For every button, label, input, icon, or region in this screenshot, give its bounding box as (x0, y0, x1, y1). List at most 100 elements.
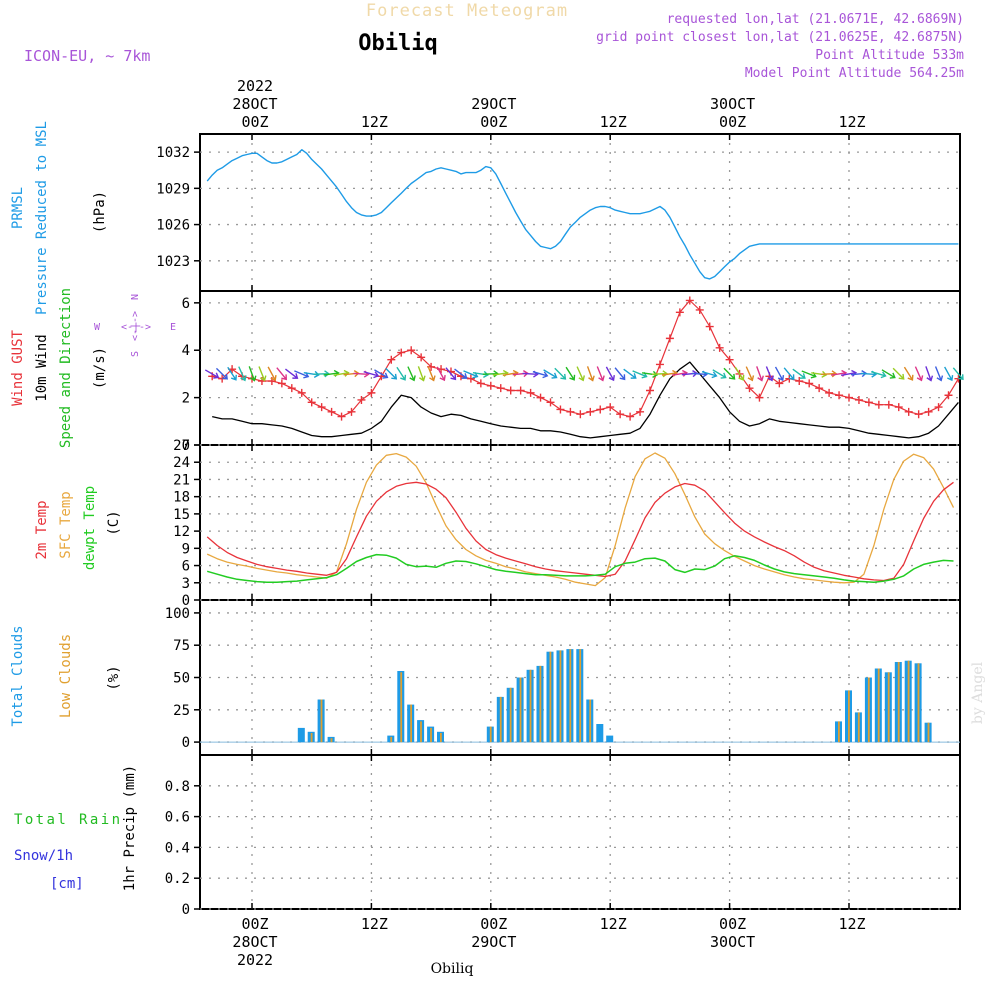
low-cloud-bar (320, 699, 323, 743)
gust-marker (655, 360, 664, 369)
direction-arrow (623, 368, 637, 379)
time-label-top: 29OCT (471, 95, 516, 113)
sfc-temp-line (206, 452, 955, 587)
direction-arrow-stroke (952, 367, 964, 381)
direction-arrow-stroke (892, 367, 905, 380)
snow-label: Snow/1h (14, 848, 73, 864)
pressure-panel-frame (199, 133, 961, 292)
gust-marker (755, 393, 764, 402)
direction-arrow (215, 367, 228, 380)
direction-arrow (671, 369, 688, 377)
direction-arrow (285, 368, 299, 379)
wind-unit: (m/s) (92, 347, 108, 389)
y-tick-label: 50 (173, 671, 190, 687)
gust-marker (715, 343, 724, 352)
wind-panel-frame (199, 290, 961, 446)
low-cloud-bar (420, 721, 422, 743)
direction-arrow (723, 367, 736, 380)
direction-arrow (238, 366, 247, 382)
gust-marker (845, 393, 853, 402)
y-tick-label: 0.6 (165, 810, 190, 826)
direction-arrow (756, 366, 764, 382)
direction-arrow-stroke (436, 366, 446, 382)
direction-arrow (765, 366, 774, 382)
direction-arrow-stroke (276, 367, 287, 381)
compass-arrow-vertical: <-|-> (130, 311, 141, 341)
y-tick-label: 1032 (156, 145, 190, 161)
direction-arrow-stroke (576, 366, 585, 382)
direction-arrow (903, 366, 914, 381)
time-label-top: 00Z (241, 113, 268, 131)
gust-marker (566, 407, 575, 416)
direction-arrow (701, 371, 718, 379)
gust-marker (476, 379, 485, 388)
direction-arrow-stroke (374, 369, 389, 379)
low-cloud-bar (559, 650, 562, 743)
direction-arrow-stroke (745, 366, 755, 382)
time-label-bottom: 2022 (237, 951, 273, 969)
gust-marker (874, 400, 883, 409)
time-label-bottom: 00Z (480, 915, 507, 933)
gust-line (212, 299, 959, 418)
low-cloud-bar (589, 699, 592, 743)
time-label-top: 28OCT (232, 95, 277, 113)
gust-marker (357, 395, 366, 404)
gust-marker (317, 403, 326, 412)
low-cloud-bar (907, 660, 910, 743)
direction-arrow-stroke (723, 367, 736, 380)
gust-marker (327, 407, 336, 416)
direction-label: Speed and Direction (58, 288, 74, 448)
low-cloud-bar (917, 663, 920, 743)
gust-marker (556, 405, 565, 414)
gust-marker (835, 391, 844, 400)
direction-arrow (944, 366, 954, 382)
gust-marker (825, 388, 834, 397)
y-tick-label: 75 (173, 638, 190, 654)
gust-marker (596, 405, 605, 414)
y-tick-label: 0 (182, 593, 190, 609)
direction-arrow-stroke (445, 367, 457, 381)
time-label-bottom: 12Z (838, 915, 865, 933)
compass-w: W (94, 322, 101, 333)
y-tick-label: 18 (173, 490, 190, 506)
direction-arrow (248, 366, 257, 382)
gust-marker (287, 384, 296, 393)
low-cloud-bar (927, 722, 930, 743)
direction-arrow (925, 366, 934, 382)
gust-marker (536, 393, 545, 402)
requested-coords: requested lon,lat (21.0671E, 42.6869N) (667, 12, 964, 27)
gust-marker (367, 388, 376, 397)
snow-unit-label: [cm] (50, 876, 84, 892)
direction-arrow (565, 366, 576, 381)
gust-marker (277, 379, 286, 388)
direction-arrow (881, 369, 896, 379)
direction-arrow-stroke (623, 368, 637, 379)
direction-arrow (363, 371, 380, 379)
direction-arrow-stroke (914, 366, 924, 382)
direction-arrow-stroke (227, 366, 237, 381)
direction-arrow-stroke (881, 369, 896, 379)
direction-arrow (204, 369, 220, 379)
low-cloud-bar (897, 662, 900, 743)
gust-label: Wind GUST (10, 330, 26, 406)
clouds-unit: (%) (106, 665, 122, 690)
low-cloud-bar (848, 690, 850, 743)
y-tick-label: 1029 (156, 181, 190, 197)
gust-marker (546, 398, 555, 407)
gust-marker (626, 412, 635, 421)
direction-arrow (417, 366, 426, 382)
gust-marker (397, 348, 406, 357)
y-tick-label: 27 (173, 438, 190, 454)
direction-arrow-stroke (783, 367, 795, 381)
direction-arrow-stroke (712, 369, 727, 379)
direction-arrow-stroke (385, 367, 398, 380)
low-cloud-bar (390, 736, 393, 743)
total-cloud-bar (596, 724, 604, 743)
gust-marker (685, 296, 694, 305)
direction-arrow (792, 368, 806, 379)
prmsl-desc-label: Pressure Reduced to MSL (34, 121, 50, 315)
direction-arrow (734, 366, 745, 381)
y-tick-label: 6 (182, 559, 190, 575)
title-faded: Forecast Meteogram (366, 1, 568, 21)
